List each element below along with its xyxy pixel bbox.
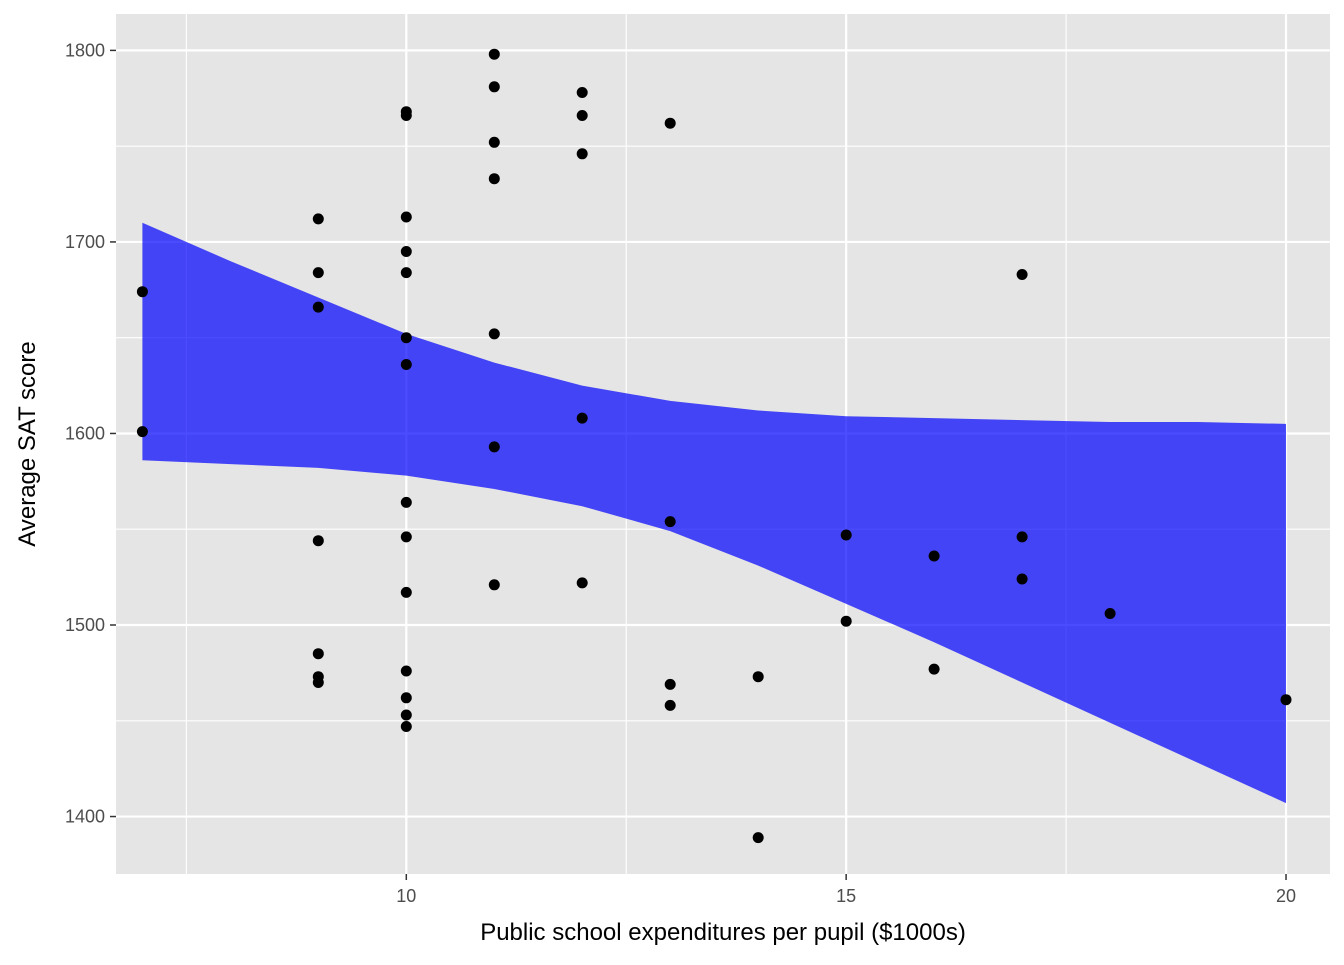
y-tick-label: 1500: [65, 615, 105, 635]
data-point: [576, 110, 588, 121]
data-point: [400, 586, 412, 598]
y-axis-title: Average SAT score: [14, 341, 41, 546]
x-tick-label: 10: [396, 886, 416, 906]
data-point: [136, 286, 148, 298]
data-point: [312, 301, 324, 313]
data-point: [928, 663, 940, 675]
data-point: [1016, 269, 1028, 280]
data-point: [840, 529, 852, 541]
data-point: [400, 721, 412, 732]
x-tick-label: 15: [836, 886, 856, 906]
x-axis-title: Public school expenditures per pupil ($1…: [480, 919, 966, 946]
data-point: [488, 328, 500, 340]
data-point: [576, 87, 588, 98]
data-point: [664, 516, 676, 528]
data-point: [576, 412, 588, 424]
data-point: [488, 579, 500, 591]
data-point: [488, 48, 500, 60]
y-axis: 1400 1500 1600 1700 1800: [65, 40, 116, 827]
confidence-band: [142, 222, 1286, 804]
data-point: [400, 332, 412, 344]
data-point: [312, 535, 324, 547]
data-point: [1016, 573, 1028, 585]
data-point: [576, 148, 588, 160]
data-point: [400, 709, 412, 721]
data-point: [488, 173, 500, 185]
data-point: [664, 678, 676, 690]
data-point: [488, 136, 500, 148]
data-point: [400, 665, 412, 677]
data-point: [312, 267, 324, 279]
data-point: [400, 267, 412, 279]
data-point: [400, 359, 412, 370]
data-point: [664, 117, 676, 129]
y-tick-label: 1800: [65, 40, 105, 60]
data-point: [312, 213, 324, 225]
data-point: [752, 832, 764, 844]
data-point: [312, 677, 324, 688]
data-point: [1104, 608, 1116, 619]
data-point: [488, 441, 500, 453]
data-point: [1280, 694, 1292, 706]
x-axis: 10 15 20: [396, 874, 1296, 906]
data-point: [400, 531, 412, 543]
data-point: [136, 426, 148, 438]
major-gridlines: [116, 14, 1330, 874]
points-layer: [136, 48, 1292, 844]
data-point: [840, 615, 852, 627]
data-point: [400, 496, 412, 508]
x-tick-label: 20: [1276, 886, 1296, 906]
y-tick-label: 1600: [65, 423, 105, 443]
data-point: [664, 699, 676, 711]
data-point: [400, 211, 412, 223]
data-point: [1016, 531, 1028, 543]
data-point: [400, 246, 412, 257]
data-point: [400, 110, 412, 121]
data-point: [752, 671, 764, 683]
data-point: [488, 81, 500, 93]
data-point: [312, 648, 324, 660]
y-tick-label: 1700: [65, 232, 105, 252]
y-tick-label: 1400: [65, 807, 105, 827]
data-point: [928, 550, 940, 562]
data-point: [400, 692, 412, 704]
confidence-band-layer: [142, 222, 1286, 804]
data-point: [576, 577, 588, 589]
